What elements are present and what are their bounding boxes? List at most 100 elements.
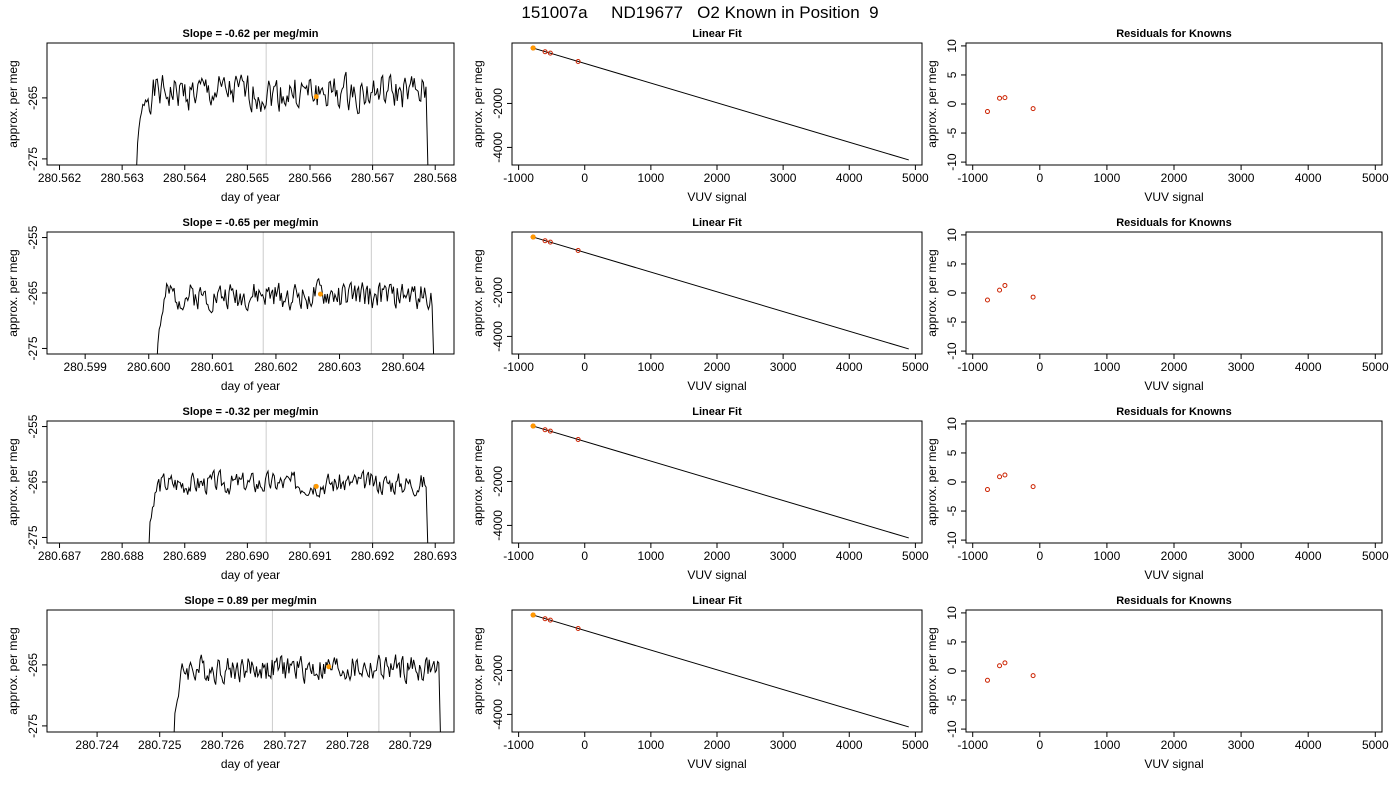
y-axis-label: approx. per meg	[6, 249, 20, 336]
y-axis-label: approx. per meg	[6, 60, 20, 147]
x-tick-label: 0	[1036, 549, 1043, 563]
data-point	[1002, 95, 1008, 101]
y-tick-label: -2000	[491, 88, 505, 119]
x-axis-label: day of year	[221, 379, 280, 393]
data-point	[1002, 660, 1008, 666]
y-tick-label: -265	[26, 653, 40, 677]
data-point	[575, 247, 581, 253]
plot-frame	[46, 231, 455, 355]
y-tick-label: 5	[945, 71, 959, 78]
x-axis-label: VUV signal	[687, 379, 746, 393]
y-tick-label: -4000	[491, 321, 505, 352]
x-tick-label: 3000	[1228, 549, 1255, 563]
x-tick-label: 4000	[1295, 549, 1322, 563]
plot-title: Residuals for Knowns	[1116, 28, 1232, 40]
subplot-4-2: Linear Fit VUV signal approx. per meg -1000…	[471, 595, 929, 771]
y-axis-label: approx. per meg	[925, 627, 939, 714]
highlight-point	[530, 45, 536, 51]
data-point	[1030, 673, 1036, 679]
y-tick-label: 5	[945, 638, 959, 645]
x-tick-label: 1000	[1094, 549, 1121, 563]
page-title: 151007a ND19677 O2 Known in Position 9	[521, 3, 879, 22]
current-point-marker	[313, 483, 319, 489]
x-tick-label: 280.566	[288, 171, 332, 185]
data-point	[1030, 294, 1036, 300]
data-series-line	[173, 654, 441, 732]
y-tick-label: -4000	[491, 699, 505, 730]
y-tick-label: 0	[945, 667, 959, 674]
x-tick-label: 0	[1036, 360, 1043, 374]
subplot-3-3: Residuals for Knowns VUV signal approx. pe…	[925, 406, 1389, 582]
data-point	[984, 297, 990, 303]
y-tick-label: -2000	[491, 466, 505, 497]
y-tick-label: -2000	[491, 277, 505, 308]
data-point	[1030, 106, 1036, 112]
y-tick-label: -275	[26, 336, 40, 360]
x-tick-label: 280.692	[351, 549, 395, 563]
x-tick-label: -1000	[957, 171, 988, 185]
x-tick-label: 5000	[1362, 171, 1389, 185]
y-tick-label: 5	[945, 260, 959, 267]
data-point	[1002, 282, 1008, 288]
plot-title: Linear Fit	[692, 406, 742, 418]
data-point	[1030, 484, 1036, 490]
y-tick-label: 10	[945, 39, 959, 53]
data-point	[575, 58, 581, 64]
data-point	[542, 49, 548, 55]
x-tick-label: 5000	[1362, 738, 1389, 752]
x-tick-label: 3000	[1228, 360, 1255, 374]
current-point-marker	[326, 664, 332, 670]
x-tick-label: 2000	[1161, 738, 1188, 752]
x-tick-label: 3000	[770, 171, 797, 185]
x-tick-label: 0	[581, 738, 588, 752]
highlight-point	[530, 423, 536, 429]
y-tick-label: -275	[26, 714, 40, 738]
x-tick-label: 3000	[770, 738, 797, 752]
y-axis-label: approx. per meg	[471, 249, 485, 336]
y-tick-label: 5	[945, 449, 959, 456]
x-tick-label: 0	[1036, 738, 1043, 752]
y-tick-label: 0	[945, 478, 959, 485]
subplot-3-1: Slope = -0.32 per meg/min day of year appr…	[6, 406, 457, 582]
highlight-point	[530, 612, 536, 618]
data-point	[547, 617, 553, 623]
x-tick-label: 0	[581, 360, 588, 374]
subplot-3-2: Linear Fit VUV signal approx. per meg -1000…	[471, 406, 929, 582]
y-axis-label: approx. per meg	[925, 60, 939, 147]
plot-frame	[511, 420, 923, 544]
y-tick-label: 10	[945, 228, 959, 242]
y-tick-label: -4000	[491, 510, 505, 541]
x-tick-label: 2000	[704, 549, 731, 563]
x-tick-label: 280.562	[38, 171, 82, 185]
plot-frame	[46, 609, 455, 733]
x-tick-label: 280.604	[381, 360, 425, 374]
y-tick-label: -5	[945, 694, 959, 705]
x-tick-label: 0	[1036, 171, 1043, 185]
x-tick-label: 1000	[1094, 360, 1121, 374]
plot-frame	[965, 609, 1383, 733]
x-axis-label: VUV signal	[1144, 190, 1203, 204]
y-tick-label: -255	[26, 225, 40, 249]
x-tick-label: 280.687	[38, 549, 82, 563]
plot-title: Slope = -0.65 per meg/min	[182, 217, 318, 229]
y-tick-label: -275	[26, 147, 40, 171]
x-tick-label: 280.688	[100, 549, 144, 563]
plot-title: Linear Fit	[692, 595, 742, 607]
x-axis-label: VUV signal	[1144, 379, 1203, 393]
x-tick-label: -1000	[503, 549, 534, 563]
data-point	[1002, 472, 1008, 478]
x-axis-label: day of year	[221, 568, 280, 582]
x-tick-label: 2000	[704, 738, 731, 752]
x-tick-label: 0	[581, 549, 588, 563]
x-tick-label: 2000	[704, 171, 731, 185]
x-tick-label: 280.729	[388, 738, 432, 752]
plot-frame	[511, 231, 923, 355]
x-tick-label: 4000	[836, 360, 863, 374]
y-tick-label: -5	[945, 316, 959, 327]
y-axis-label: approx. per meg	[471, 60, 485, 147]
y-tick-label: -10	[945, 720, 959, 738]
x-tick-label: 1000	[638, 360, 665, 374]
x-tick-label: 280.568	[414, 171, 458, 185]
x-tick-label: 3000	[1228, 738, 1255, 752]
